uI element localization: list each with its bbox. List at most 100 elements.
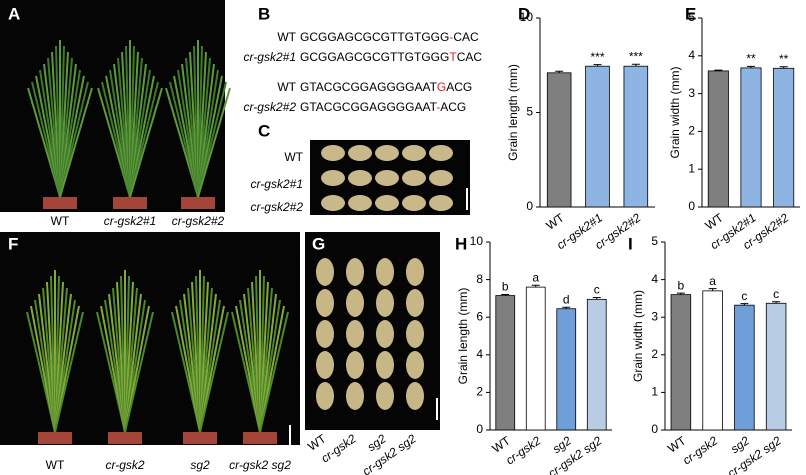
significance-label: **	[746, 52, 756, 66]
pot	[43, 197, 77, 209]
error-bar	[531, 284, 540, 288]
y-tick-label: 4	[688, 48, 695, 62]
photo-label: cr-gsk2#2	[172, 214, 225, 228]
grain	[316, 320, 334, 348]
error-bar	[562, 306, 571, 309]
photo-label: cr-gsk2#1	[251, 177, 303, 191]
error-bar	[772, 301, 781, 304]
y-tick-label: 5	[688, 10, 695, 24]
y-tick-label: 5	[526, 105, 533, 119]
panel-letter: B	[258, 4, 270, 23]
grain	[316, 258, 334, 286]
grain	[402, 195, 426, 211]
x-tick-label: WT	[543, 210, 567, 233]
significance-label: b	[678, 278, 685, 292]
sequence: GTACGCGGAGGGGAATGACG	[300, 80, 472, 94]
leaf	[197, 87, 231, 198]
y-axis-label: Grain width (mm)	[631, 290, 645, 382]
sequence-label: cr-gsk2#2	[244, 100, 297, 114]
grain	[346, 320, 364, 348]
error-bar	[779, 66, 788, 69]
grain	[406, 320, 424, 348]
grain	[376, 320, 394, 348]
grain	[316, 289, 334, 317]
y-tick-label: 2	[688, 124, 695, 138]
sequence-label: WT	[277, 80, 296, 94]
bar	[546, 72, 572, 208]
y-tick-label: 4	[651, 272, 658, 286]
x-tick-label: cr-gsk2	[503, 433, 543, 467]
sequence-part: GTACGCGGAGGGGAAT	[300, 100, 438, 114]
photo-label: WT	[51, 214, 70, 228]
leaf	[124, 311, 154, 433]
bar	[525, 286, 546, 431]
grain	[406, 258, 424, 286]
panel-letter: F	[8, 234, 18, 253]
leaf	[259, 311, 289, 433]
error-bar	[592, 296, 601, 300]
grain	[348, 145, 372, 161]
significance-label: a	[709, 274, 716, 288]
panel-letter: D	[518, 4, 530, 23]
y-tick-label: 8	[476, 272, 483, 286]
bar	[702, 290, 723, 431]
sequence-edit: -	[436, 100, 440, 114]
y-tick-label: 6	[476, 309, 483, 323]
photo-label: cr-gsk2	[105, 458, 144, 472]
grain	[406, 289, 424, 317]
sequence-part: GTACGCGGAGGGGAAT	[300, 80, 438, 94]
photo-label: cr-gsk2#1	[104, 214, 156, 228]
y-tick-label: 0	[476, 422, 483, 436]
error-bar	[593, 64, 602, 67]
sequence: GCGGAGCGCGTTGTGGGTCAC	[300, 50, 482, 64]
y-tick-label: 3	[688, 86, 695, 100]
bar	[734, 304, 755, 431]
grain	[406, 351, 424, 379]
significance-label: ***	[629, 49, 643, 63]
y-tick-label: 4	[476, 347, 483, 361]
x-tick-label: cr-gsk2	[680, 433, 720, 467]
panel-letter: I	[628, 234, 633, 253]
significance-label: c	[594, 283, 600, 297]
grain	[402, 145, 426, 161]
y-axis-label: Grain width (mm)	[668, 66, 682, 158]
bar	[585, 65, 610, 208]
pot	[38, 432, 72, 444]
error-bar	[747, 65, 755, 68]
panel-letter: G	[312, 234, 325, 253]
sequence: GCGGAGCGCGTTGTGGG-CAC	[300, 30, 479, 44]
sequence-part: CAC	[457, 50, 483, 64]
grain	[316, 351, 334, 379]
y-tick-label: 10	[470, 234, 484, 248]
error-bar	[631, 63, 640, 67]
y-tick-label: 3	[651, 309, 658, 323]
y-tick-label: 0	[651, 422, 658, 436]
bar	[495, 295, 516, 431]
grain	[376, 382, 394, 410]
grain	[316, 382, 334, 410]
photo-label: cr-gsk2 sg2	[360, 431, 419, 475]
significance-label: d	[563, 292, 570, 306]
sequence-label: WT	[277, 30, 296, 44]
grain	[375, 170, 399, 186]
grain	[429, 170, 453, 186]
sequence-edit: T	[449, 50, 457, 64]
bar	[765, 302, 787, 431]
bar	[740, 67, 762, 208]
sequence-part: ACG	[446, 80, 472, 94]
leaf	[54, 311, 84, 433]
error-bar	[676, 292, 685, 295]
error-bar	[501, 293, 510, 296]
significance-label: ***	[590, 50, 604, 64]
bar	[556, 308, 577, 431]
grain	[346, 258, 364, 286]
grain	[402, 170, 426, 186]
y-tick-label: 0	[526, 199, 533, 213]
sequence-edit: G	[437, 80, 446, 94]
panel-letter: E	[685, 4, 696, 23]
panel-letter: A	[8, 4, 20, 23]
grain	[406, 382, 424, 410]
error-bar	[714, 69, 723, 71]
sequence-part: CAC	[453, 30, 479, 44]
error-bar	[740, 303, 749, 306]
